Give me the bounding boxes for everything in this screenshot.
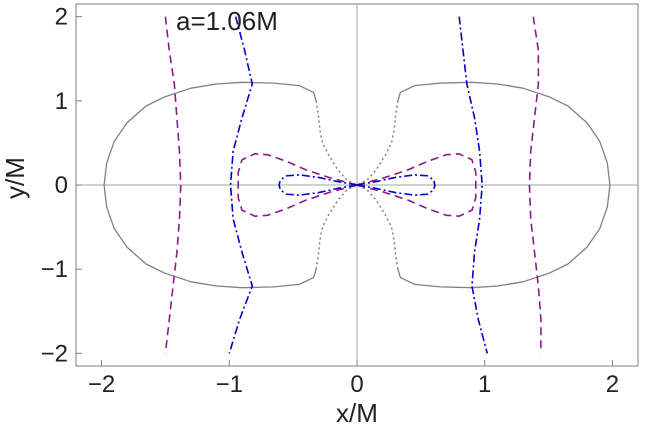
series-line-7-dashed — [356, 153, 477, 217]
x-tick-label: 1 — [478, 371, 491, 398]
y-tick-label: 0 — [55, 172, 68, 199]
series-line-12-dashdot — [278, 174, 358, 196]
series-line-2-solid — [103, 81, 317, 289]
y-tick-label: −1 — [41, 256, 68, 283]
series-line-9-dashdot — [458, 16, 489, 354]
x-axis-title: x/M — [336, 398, 378, 428]
series-line-8-dashed — [237, 153, 358, 217]
y-tick-label: 2 — [55, 4, 68, 31]
y-axis-title: y/M — [0, 157, 30, 199]
x-tick-label: 0 — [350, 371, 363, 398]
series-line-10-dashdot — [228, 16, 254, 354]
y-tick-label: 1 — [55, 88, 68, 115]
x-tick-label: −1 — [216, 371, 243, 398]
x-tick-label: 2 — [606, 371, 619, 398]
series-line-6-dashed — [164, 16, 182, 354]
x-tick-label: −2 — [88, 371, 115, 398]
series-line-5-dashed — [528, 16, 542, 354]
series-line-11-dashdot — [356, 174, 436, 196]
y-tick-label: −2 — [41, 340, 68, 367]
chart-annotation: a=1.06M — [176, 6, 278, 36]
